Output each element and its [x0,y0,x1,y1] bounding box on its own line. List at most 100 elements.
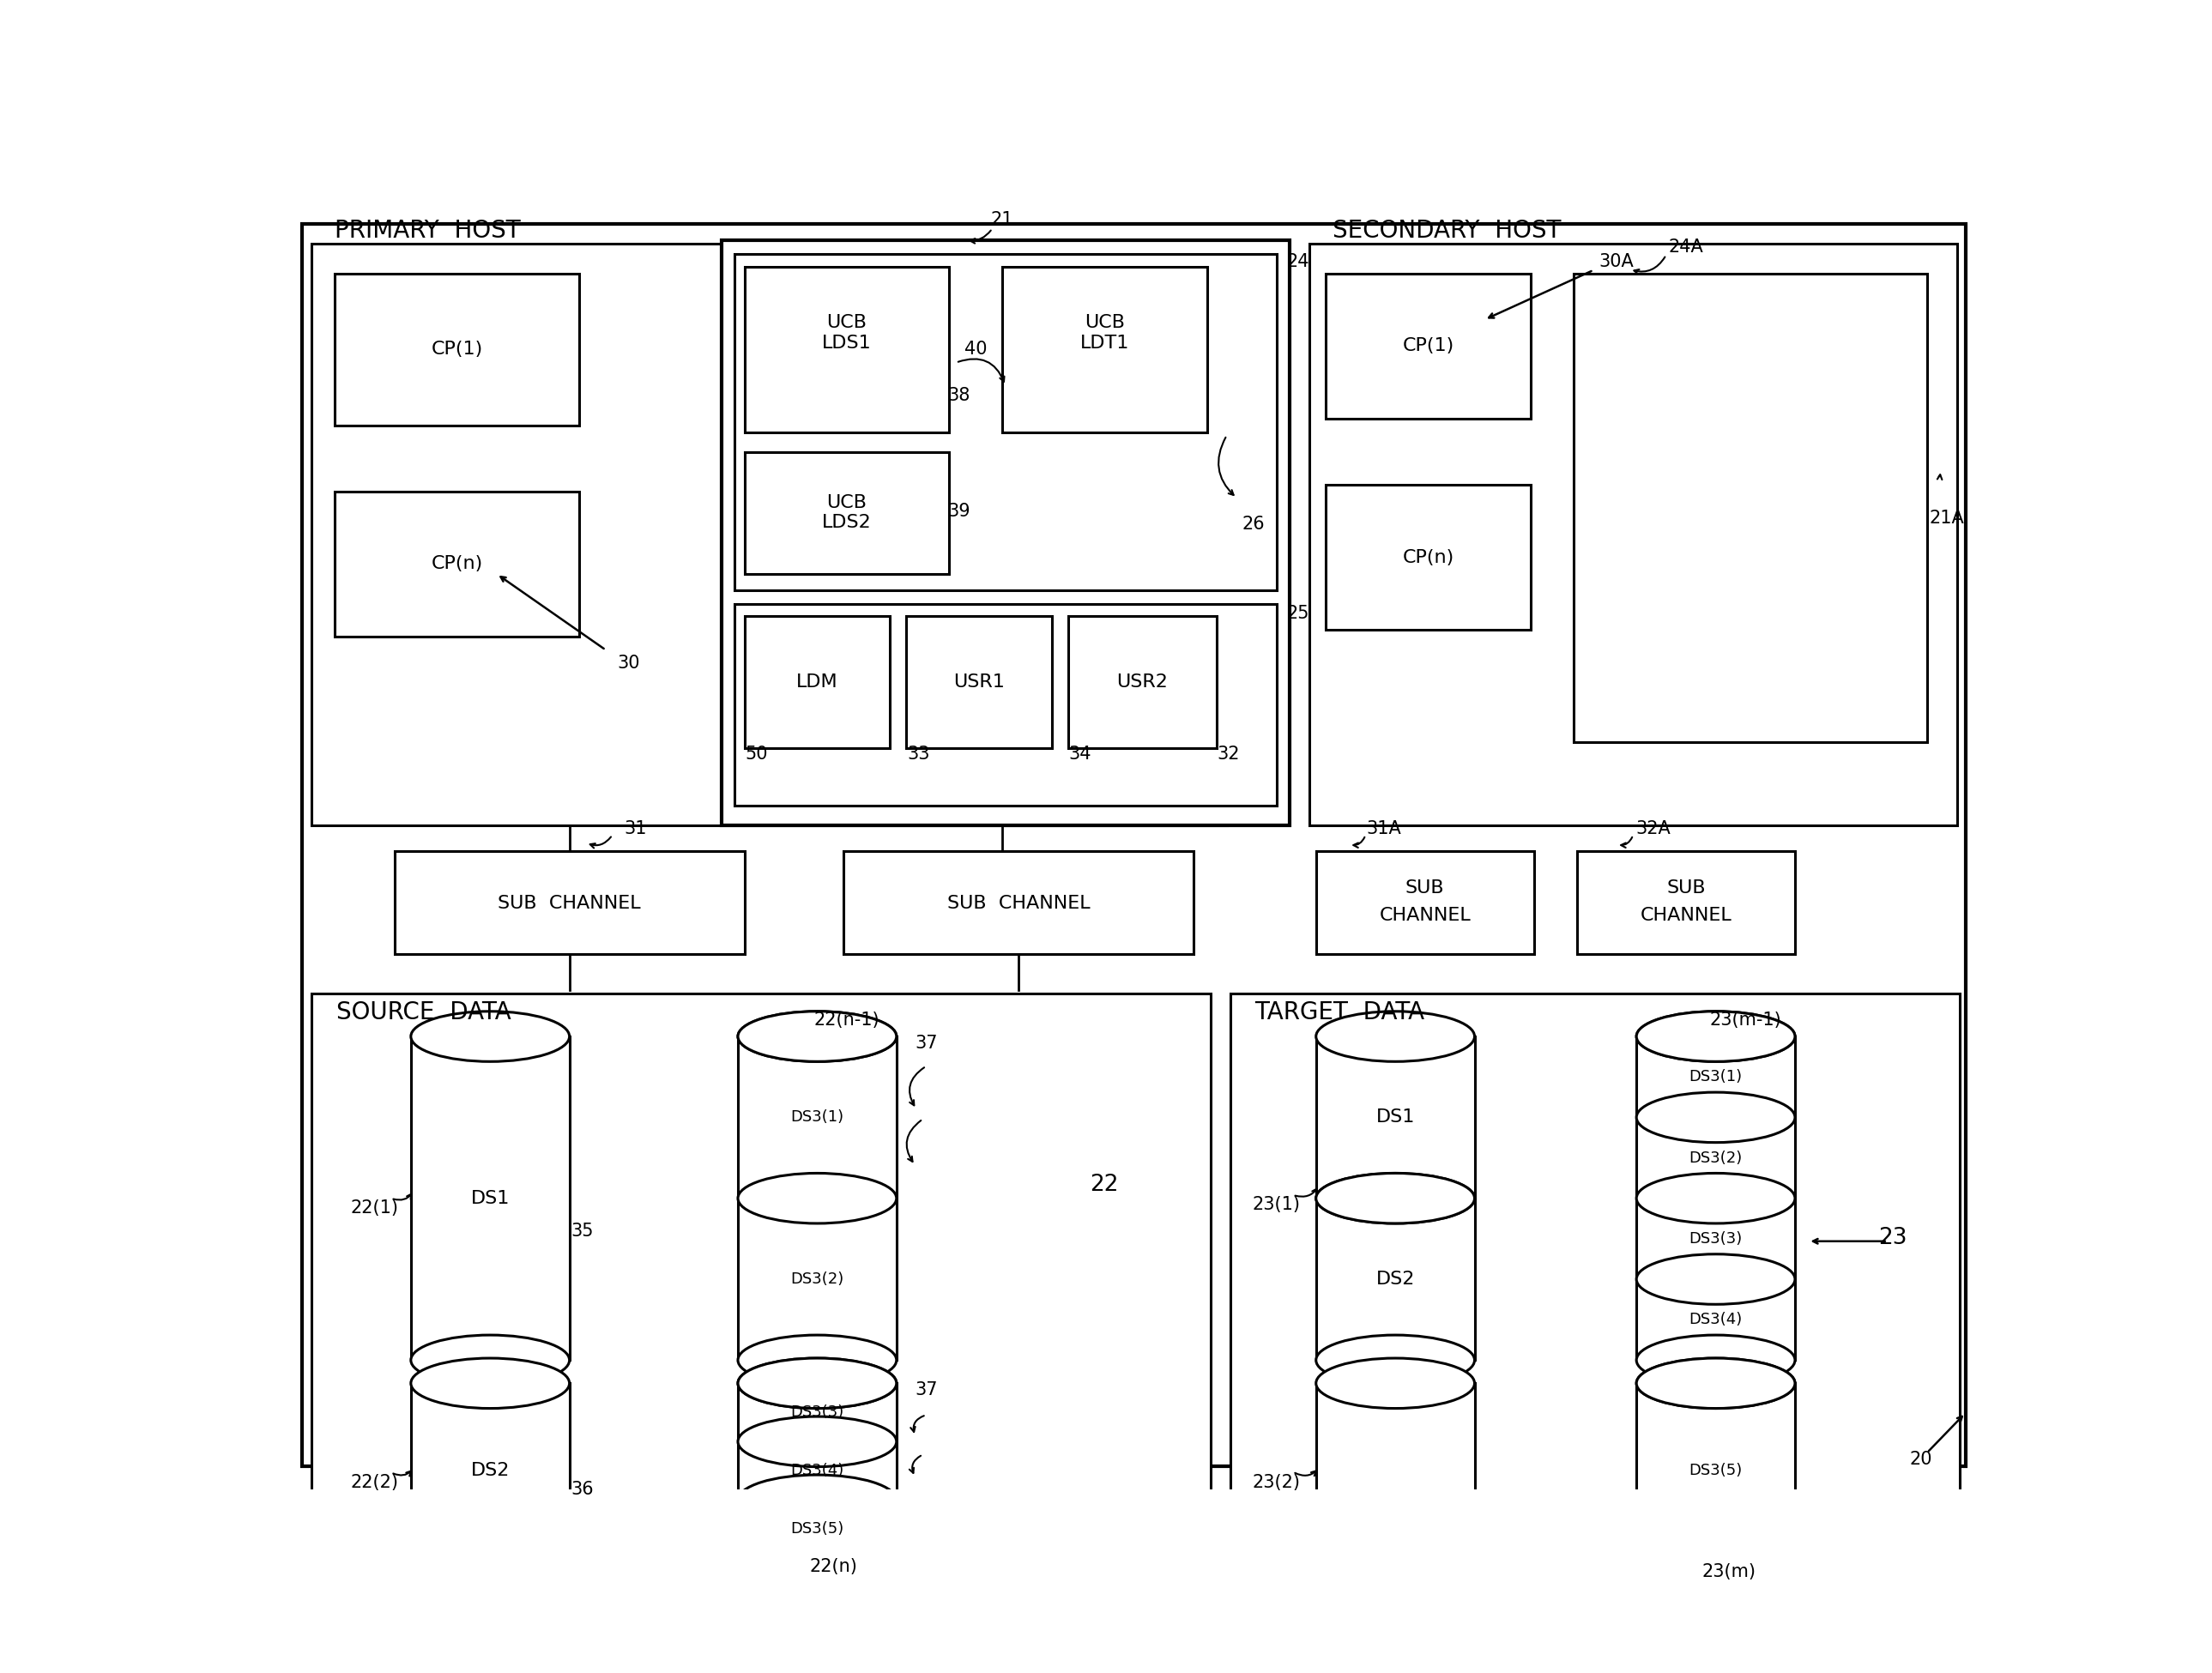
Ellipse shape [739,1012,896,1062]
Text: CHANNEL: CHANNEL [1380,907,1471,923]
Ellipse shape [1316,1012,1475,1062]
Bar [394,852,745,954]
Bar [734,254,1276,591]
Text: 32: 32 [1217,746,1239,763]
Text: 22(n-1): 22(n-1) [814,1012,880,1029]
Text: 23: 23 [1878,1226,1907,1250]
Bar [739,1037,896,1360]
Bar [312,994,1210,1584]
Ellipse shape [1316,1335,1475,1385]
Text: 23(m): 23(m) [1701,1563,1756,1579]
Text: 22(n): 22(n) [810,1558,858,1576]
Text: 23(m-1): 23(m-1) [1710,1012,1781,1029]
Text: 22(2): 22(2) [349,1474,398,1491]
Ellipse shape [1637,1012,1794,1062]
Text: PRIMARY  HOST: PRIMARY HOST [334,219,520,243]
Bar [1316,852,1535,954]
Text: UCB
LDS1: UCB LDS1 [823,315,872,351]
Text: DS3(3): DS3(3) [1690,1231,1743,1246]
Bar [843,852,1194,954]
Bar [1637,1037,1794,1360]
Ellipse shape [411,1335,568,1385]
Bar [1573,273,1927,743]
Bar [1316,1198,1475,1360]
Bar [334,492,580,637]
Text: SUB: SUB [1405,880,1444,897]
Text: 30A: 30A [1599,253,1635,269]
Bar [411,1384,568,1558]
Ellipse shape [1316,1358,1475,1409]
Bar [721,241,1290,825]
Ellipse shape [739,1173,896,1223]
Bar [745,266,949,432]
Bar [1002,266,1208,432]
Bar [1577,852,1794,954]
Text: 37: 37 [916,1034,938,1052]
Ellipse shape [739,1532,896,1583]
Bar [334,273,580,425]
Bar [1637,1384,1794,1558]
Text: 22: 22 [1091,1174,1119,1196]
Ellipse shape [739,1358,896,1409]
Text: DS1: DS1 [1376,1109,1416,1126]
Ellipse shape [411,1358,568,1409]
Ellipse shape [1637,1532,1794,1583]
Ellipse shape [1637,1358,1794,1409]
Text: 24A: 24A [1668,239,1703,256]
Ellipse shape [739,1476,896,1526]
Text: DS3(5): DS3(5) [790,1521,845,1537]
Text: 31A: 31A [1367,820,1402,836]
Ellipse shape [1637,1335,1794,1385]
Text: DS3(2): DS3(2) [790,1271,845,1287]
Text: DS3(2): DS3(2) [1690,1149,1743,1166]
Ellipse shape [1637,1092,1794,1143]
Ellipse shape [739,1335,896,1385]
Text: 23(1): 23(1) [1252,1196,1301,1213]
Bar [312,244,1228,825]
Text: 23(2): 23(2) [1252,1474,1301,1491]
Ellipse shape [411,1012,568,1062]
Text: DS3(1): DS3(1) [1690,1069,1743,1084]
Text: USR2: USR2 [1117,673,1168,691]
Text: LDM: LDM [796,673,838,691]
Text: 39: 39 [947,502,971,520]
Text: USR1: USR1 [953,673,1004,691]
Text: 24: 24 [1285,253,1310,269]
Ellipse shape [739,1012,896,1062]
Text: 37: 37 [916,1382,938,1399]
Text: CP(n): CP(n) [431,555,482,572]
Text: 21: 21 [991,211,1013,228]
Text: 33: 33 [907,746,929,763]
Bar [411,1037,568,1360]
Text: UCB
LDT1: UCB LDT1 [1079,315,1128,351]
Text: 38: 38 [949,386,971,405]
Text: 31: 31 [624,820,646,836]
Text: DS3(1): DS3(1) [790,1109,843,1124]
Ellipse shape [739,1358,896,1409]
Text: DS1: DS1 [471,1190,509,1206]
Text: CHANNEL: CHANNEL [1639,907,1732,923]
Text: 36: 36 [571,1481,595,1497]
Text: CP(1): CP(1) [1402,338,1453,355]
Bar [1325,273,1531,418]
Text: 50: 50 [745,746,768,763]
Text: TARGET  DATA: TARGET DATA [1254,1000,1425,1024]
Bar [907,616,1051,748]
Text: DS3(4): DS3(4) [1690,1312,1743,1327]
Bar [1325,485,1531,631]
Ellipse shape [1316,1173,1475,1223]
Text: DS3(3): DS3(3) [790,1405,845,1420]
Bar [1316,1384,1475,1558]
Bar [1230,994,1960,1584]
Text: SUB: SUB [1666,880,1705,897]
Ellipse shape [1637,1012,1794,1062]
Bar [739,1384,896,1558]
Text: 20: 20 [1909,1450,1931,1467]
Text: 21A: 21A [1929,509,1964,527]
Text: CP(n): CP(n) [1402,549,1453,565]
Text: DS2: DS2 [471,1462,509,1479]
Ellipse shape [1637,1173,1794,1223]
Text: 34: 34 [1068,746,1091,763]
Text: 32A: 32A [1635,820,1670,836]
Bar [745,452,949,574]
